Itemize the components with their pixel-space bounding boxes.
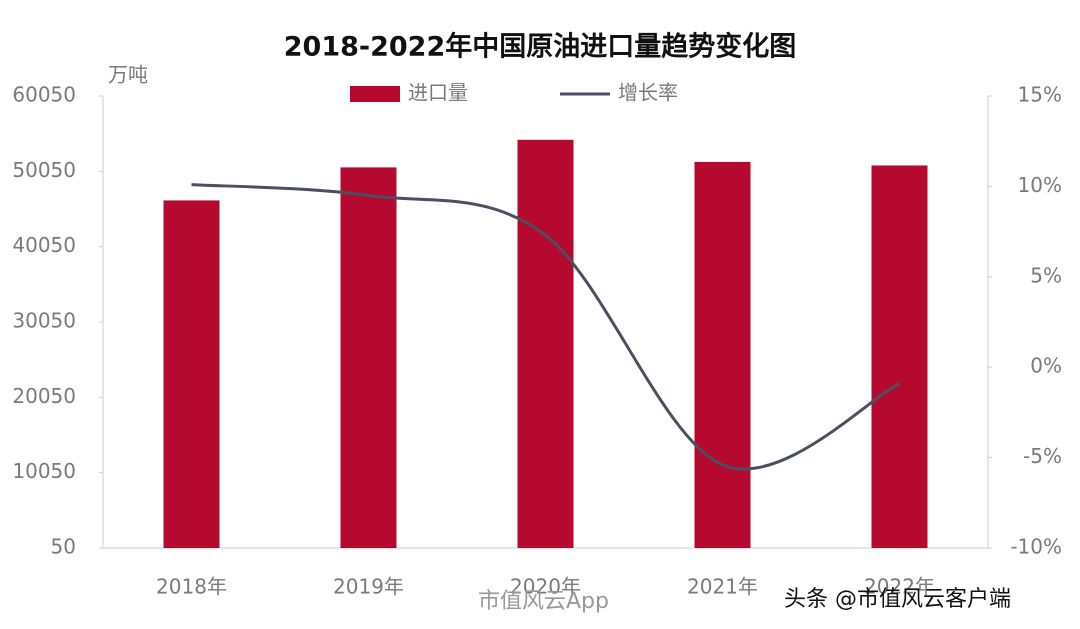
x-tick-label: 2019年: [333, 575, 404, 599]
watermark: 市值风云App: [478, 589, 609, 614]
x-tick-label: 2021年: [687, 575, 758, 599]
y2-tick-label: -10%: [1010, 535, 1062, 559]
y-tick-label: 20050: [12, 384, 76, 408]
chart-title: 2018-2022年中国原油进口量趋势变化图: [284, 31, 797, 63]
line: [191, 183, 901, 471]
bar: [694, 161, 751, 548]
bar: [163, 200, 220, 548]
y-tick-label: 60050: [12, 83, 76, 107]
legend-label: 增长率: [618, 81, 678, 105]
y2-tick-label: -5%: [1023, 444, 1062, 468]
x-tick-label: 2022年: [864, 575, 935, 599]
legend-label: 进口量: [408, 81, 468, 105]
y-tick-label: 10050: [12, 459, 76, 483]
x-tick-label: 2020年: [510, 575, 581, 599]
bar: [517, 139, 574, 549]
y-tick-label: 30050: [12, 309, 76, 333]
y2-tick-label: 10%: [1018, 173, 1062, 197]
y-tick-label: 50: [51, 535, 76, 559]
y-tick-label: 50050: [12, 158, 76, 182]
bar: [340, 167, 397, 548]
legend-swatch: [350, 86, 400, 102]
y-tick-label: 40050: [12, 233, 76, 257]
bar: [871, 165, 928, 548]
y2-tick-label: 5%: [1030, 263, 1062, 287]
y-unit: 万吨: [108, 63, 148, 87]
watermark: 头条 @市值风云客户端: [784, 587, 1011, 612]
y2-tick-label: 0%: [1030, 354, 1062, 378]
x-tick-label: 2018年: [156, 575, 227, 599]
y2-tick-label: 15%: [1018, 83, 1062, 107]
